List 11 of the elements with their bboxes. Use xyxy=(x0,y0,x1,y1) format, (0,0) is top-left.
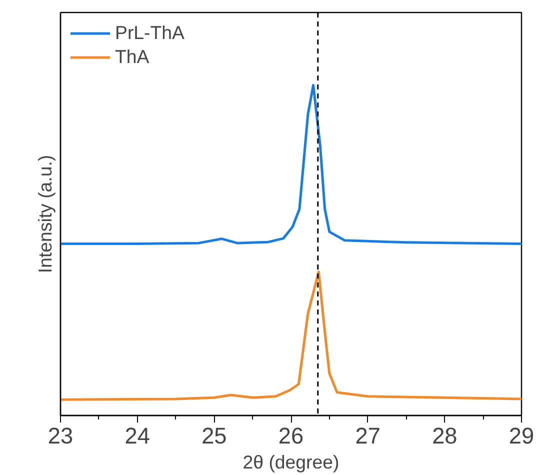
x-axis-title: 2θ (degree) xyxy=(242,452,340,472)
x-tick-label: 24 xyxy=(124,422,150,448)
legend-label: ThA xyxy=(115,46,150,68)
x-tick-label: 23 xyxy=(48,422,74,448)
x-tick-label: 27 xyxy=(355,422,380,448)
x-tick-label: 28 xyxy=(432,422,458,448)
y-axis-title: Intensity (a.u.) xyxy=(34,154,56,274)
x-tick-label: 29 xyxy=(508,422,534,448)
x-tick-label: 26 xyxy=(278,422,304,448)
legend-label: PrL-ThA xyxy=(115,22,184,44)
x-tick-label: 25 xyxy=(202,422,227,448)
